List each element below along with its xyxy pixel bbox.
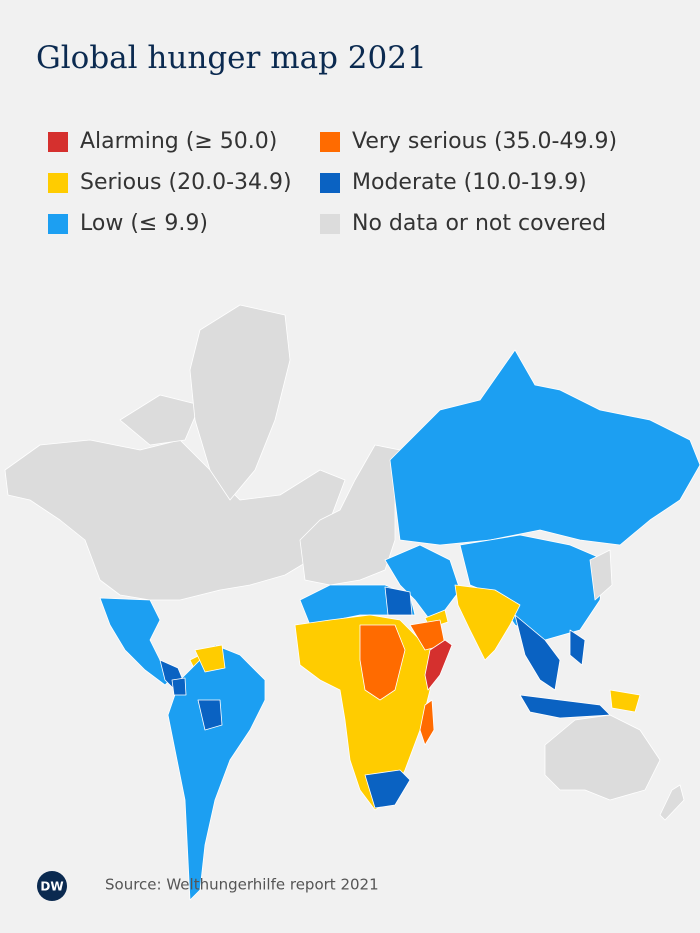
logo-circle: [37, 871, 67, 901]
japan: [589, 549, 613, 601]
legend-label: Alarming (≥ 50.0): [80, 129, 277, 154]
egypt: [384, 586, 413, 616]
philippines: [569, 629, 586, 666]
legend-swatch: [48, 173, 68, 193]
world-map: [4, 304, 700, 901]
legend-label: Serious (20.0-34.9): [80, 170, 292, 195]
bolivia: [197, 699, 223, 731]
somalia: [424, 639, 453, 691]
legend: Alarming (≥ 50.0) Very serious (35.0-49.9…: [48, 129, 617, 236]
venezuela: [194, 644, 226, 673]
legend-label: Very serious (35.0-49.9): [352, 129, 617, 154]
legend-swatch: [320, 214, 340, 234]
title: Global hunger map 2021: [36, 40, 427, 76]
legend-label: Low (≤ 9.9): [80, 211, 208, 236]
southeast-asia: [514, 614, 561, 691]
logo: DW: [37, 871, 67, 901]
australia: [544, 714, 661, 801]
source: Source: Welthungerhilfe report 2021: [105, 876, 379, 894]
legend-swatch: [48, 214, 68, 234]
legend-label: Moderate (10.0-19.9): [352, 170, 587, 195]
ecuador: [171, 677, 187, 696]
legend-swatch: [320, 132, 340, 152]
central-africa: [359, 624, 406, 701]
new-zealand: [659, 784, 685, 821]
south-africa: [364, 769, 411, 809]
legend-swatch: [320, 173, 340, 193]
greenland: [189, 304, 291, 501]
legend-label: No data or not covered: [352, 211, 606, 236]
logo-text: DW: [40, 880, 63, 894]
india: [454, 584, 521, 661]
papua: [609, 689, 641, 713]
legend-swatch: [48, 132, 68, 152]
arctic-islands: [119, 394, 201, 446]
madagascar: [419, 699, 435, 746]
south-america: [167, 644, 266, 901]
